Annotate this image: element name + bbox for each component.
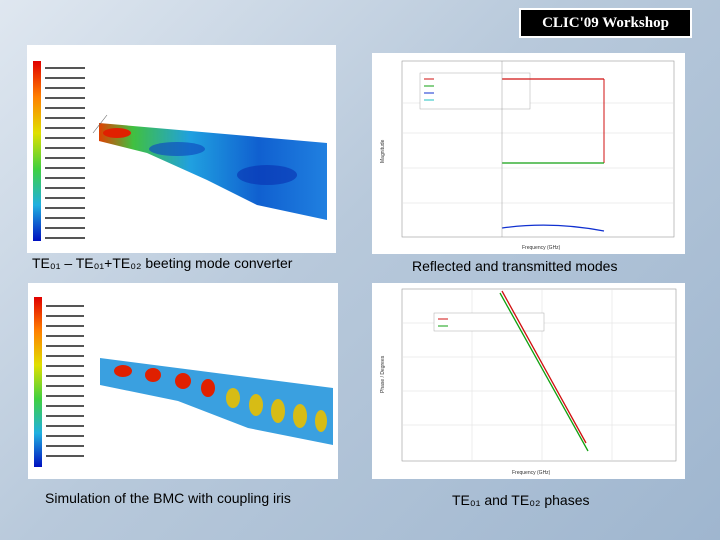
- curve-te02-phase: [499, 292, 589, 452]
- caption-bottom-right: TE₀₁ and TE₀₂ phases: [452, 492, 590, 508]
- caption-bottom-left: Simulation of the BMC with coupling iris: [45, 490, 291, 506]
- y-axis-label: Phase / Degrees: [380, 355, 386, 393]
- curve-te01-phase: [501, 290, 587, 444]
- curve-blue: [501, 224, 605, 232]
- field-simulation-bottom: [28, 283, 338, 479]
- x-axis-label: Frequency (GHz): [512, 470, 551, 476]
- caption-top-left: TE₀₁ – TE₀₁+TE₀₂ beeting mode converter: [32, 255, 293, 271]
- field-simulation-top: [27, 45, 336, 253]
- reflected-transmitted-chart: Magnitude Frequency (GHz): [372, 53, 685, 254]
- phases-chart: Phase / Degrees Frequency (GHz): [372, 283, 685, 479]
- y-axis-label: Magnitude: [380, 139, 386, 163]
- x-axis-label: Frequency (GHz): [522, 245, 561, 251]
- color-scale-bar: [33, 61, 41, 241]
- workshop-title: CLIC'09 Workshop: [519, 8, 692, 38]
- caption-top-right: Reflected and transmitted modes: [412, 258, 618, 274]
